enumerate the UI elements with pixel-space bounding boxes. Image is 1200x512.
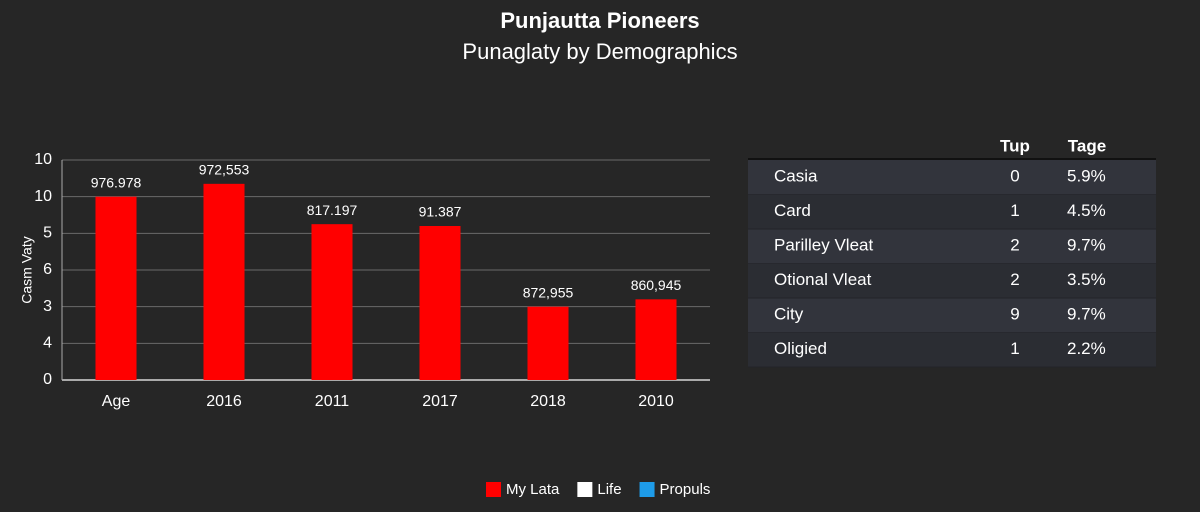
legend-swatch [639,482,655,497]
table-cell: 2.2% [1067,339,1106,358]
y-tick-label: 10 [34,151,52,168]
bar [203,183,245,380]
table-cell: 9.7% [1067,235,1106,254]
x-tick-label: 2018 [530,393,566,410]
table-cell: Casia [774,166,818,185]
bar-label: 817.197 [307,202,358,218]
table-cell: Card [774,201,811,220]
y-axis-label: Casm Vaty [19,236,35,303]
chart-title: Punjautta Pioneers [500,8,699,33]
table-cell: 9.7% [1067,304,1106,323]
legend-label: Life [597,481,621,498]
x-tick-label: 2010 [638,393,674,410]
chart-subtitle: Punaglaty by Demographics [462,39,737,64]
table-row-stripe [748,332,1156,367]
table-cell: City [774,304,804,323]
bar-label: 976.978 [91,174,142,190]
y-tick-label: 4 [43,335,52,352]
legend-label: Propuls [660,481,711,498]
table-cell: 2 [1010,235,1019,254]
table-header: Tup [1000,136,1030,155]
bar-label: 91.387 [419,204,462,220]
x-tick-label: 2016 [206,393,242,410]
table-cell: 4.5% [1067,201,1106,220]
legend-swatch [577,482,593,497]
table-cell: Otional Vleat [774,270,872,289]
table-cell: Oligied [774,339,827,358]
table-row-stripe [748,194,1156,229]
bar [311,224,353,380]
x-tick-label: 2017 [422,393,458,410]
bar [419,226,461,380]
bar [635,299,677,380]
table-cell: 5.9% [1067,166,1106,185]
y-tick-label: 10 [34,188,52,205]
table-cell: 1 [1010,201,1019,220]
y-tick-label: 3 [43,298,52,315]
table-cell: 9 [1010,304,1019,323]
table-header: Tage [1068,136,1106,155]
table-cell: 0 [1010,166,1019,185]
table-cell: Parilley Vleat [774,235,873,254]
table-row-stripe [748,263,1156,298]
x-tick-label: 2011 [315,393,350,410]
legend-label: My Lata [506,481,560,498]
y-tick-label: 5 [43,225,52,242]
bar [527,306,569,380]
bar [95,196,137,380]
legend-swatch [486,482,501,497]
bar-label: 860,945 [631,277,682,293]
x-tick-label: Age [102,393,131,410]
y-tick-label: 0 [43,371,52,388]
y-tick-label: 6 [43,261,52,278]
table-cell: 2 [1010,270,1019,289]
bar-label: 972,553 [199,162,250,178]
table-cell: 3.5% [1067,270,1106,289]
bar-label: 872,955 [523,284,574,300]
table-cell: 1 [1010,339,1019,358]
